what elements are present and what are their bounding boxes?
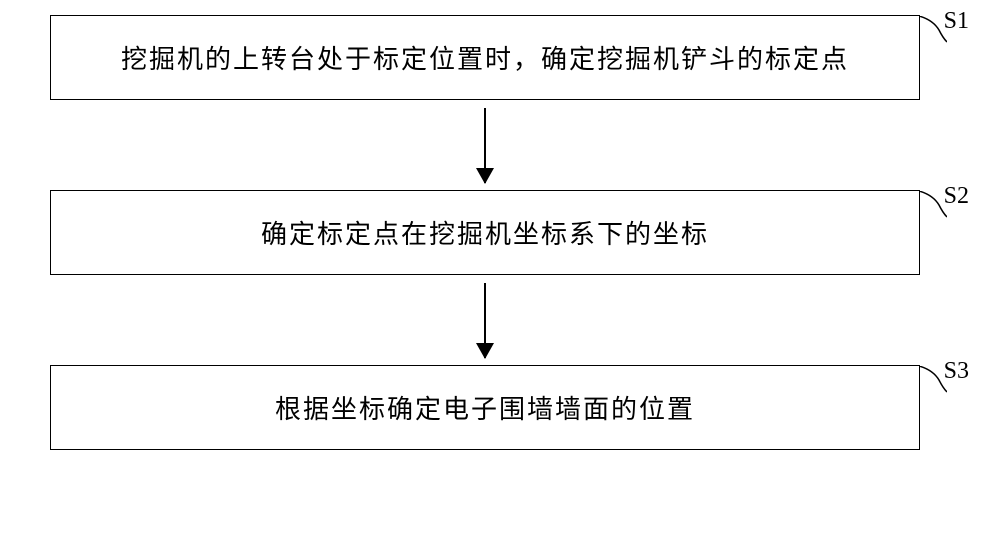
arrow-line-icon: [484, 108, 486, 183]
arrow-s2-s3: [50, 275, 920, 365]
arrow-head-icon: [476, 343, 494, 359]
step-label: S2: [944, 183, 969, 210]
arrow-head-icon: [476, 168, 494, 184]
flowchart-container: 挖掘机的上转台处于标定位置时，确定挖掘机铲斗的标定点 S1 确定标定点在挖掘机坐…: [50, 15, 950, 450]
step-text: 挖掘机的上转台处于标定位置时，确定挖掘机铲斗的标定点: [121, 39, 849, 76]
step-box-s1: 挖掘机的上转台处于标定位置时，确定挖掘机铲斗的标定点 S1: [50, 15, 920, 100]
step-label: S1: [944, 8, 969, 35]
step-text: 确定标定点在挖掘机坐标系下的坐标: [261, 214, 709, 251]
arrow-line-icon: [484, 283, 486, 358]
step-label: S3: [944, 358, 969, 385]
step-box-s3: 根据坐标确定电子围墙墙面的位置 S3: [50, 365, 920, 450]
step-text: 根据坐标确定电子围墙墙面的位置: [275, 389, 695, 426]
step-box-s2: 确定标定点在挖掘机坐标系下的坐标 S2: [50, 190, 920, 275]
arrow-s1-s2: [50, 100, 920, 190]
